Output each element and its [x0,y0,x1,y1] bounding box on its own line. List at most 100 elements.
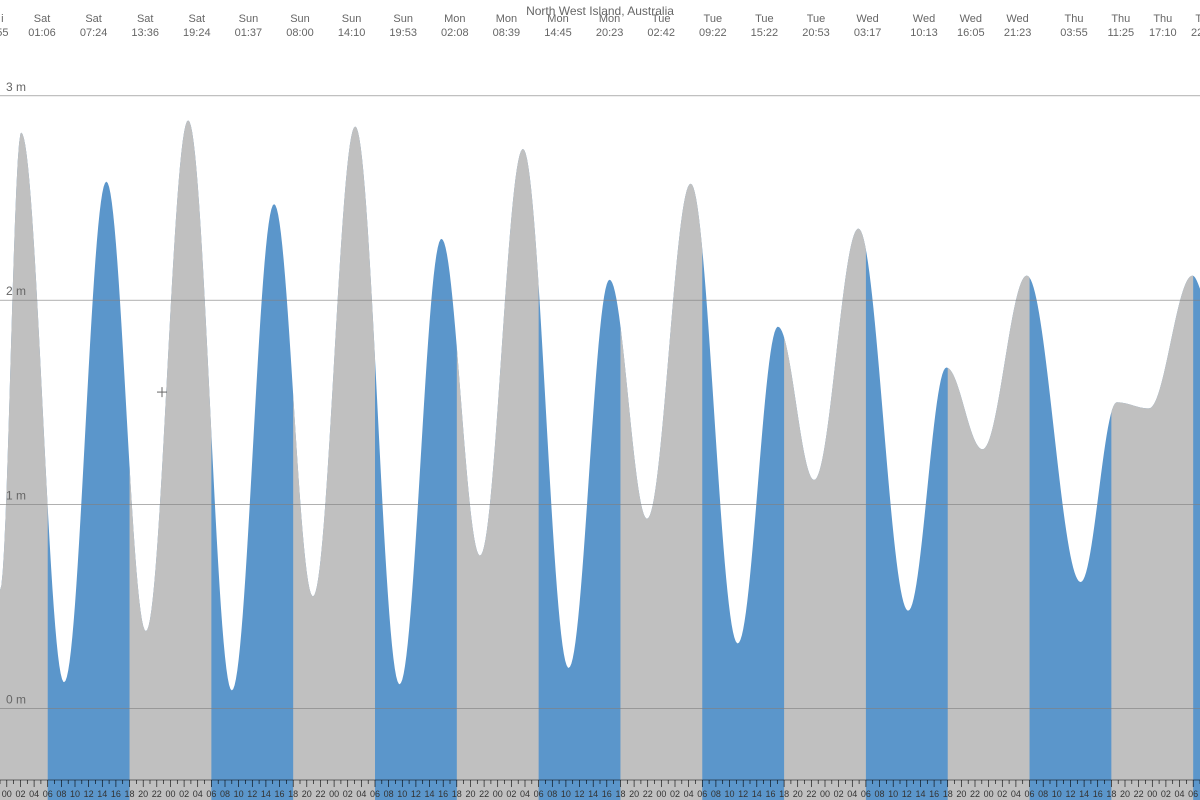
svg-text:12: 12 [411,789,421,799]
svg-text:10: 10 [70,789,80,799]
svg-text:20: 20 [1120,789,1130,799]
svg-text:1 m: 1 m [6,488,26,502]
svg-text:22: 22 [1134,789,1144,799]
svg-text:20: 20 [302,789,312,799]
svg-text:22: 22 [315,789,325,799]
svg-text:10: 10 [397,789,407,799]
svg-text:04: 04 [193,789,203,799]
svg-text:06: 06 [1025,789,1035,799]
svg-text:22: 22 [643,789,653,799]
svg-text:16: 16 [111,789,121,799]
svg-text:2 m: 2 m [6,284,26,298]
svg-text:18: 18 [615,789,625,799]
svg-text:14: 14 [752,789,762,799]
svg-text:08: 08 [1038,789,1048,799]
svg-text:00: 00 [329,789,339,799]
svg-text:10: 10 [1052,789,1062,799]
svg-text:14: 14 [97,789,107,799]
svg-text:14: 14 [1079,789,1089,799]
svg-text:08: 08 [56,789,66,799]
svg-text:00: 00 [984,789,994,799]
tide-chart: North West Island, Australia 0 m1 m2 m3 … [0,0,1200,800]
svg-text:00: 00 [820,789,830,799]
svg-text:06: 06 [697,789,707,799]
svg-text:10:13: 10:13 [910,27,938,39]
svg-text:02: 02 [506,789,516,799]
svg-text:02: 02 [15,789,25,799]
svg-text:02: 02 [997,789,1007,799]
svg-text:02: 02 [343,789,353,799]
svg-text:02: 02 [670,789,680,799]
svg-text:12: 12 [738,789,748,799]
svg-text:18: 18 [125,789,135,799]
chart-title: North West Island, Australia [0,4,1200,18]
svg-text:55: 55 [0,27,9,39]
svg-text:14: 14 [261,789,271,799]
svg-text:18: 18 [452,789,462,799]
svg-text:3 m: 3 m [6,80,26,94]
svg-text:09:22: 09:22 [699,27,727,39]
svg-text:04: 04 [847,789,857,799]
svg-text:13:36: 13:36 [131,27,159,39]
chart-svg: 0 m1 m2 m3 m0002040608101214161820220002… [0,0,1200,800]
svg-text:06: 06 [206,789,216,799]
svg-text:00: 00 [656,789,666,799]
svg-text:20: 20 [793,789,803,799]
svg-text:06: 06 [534,789,544,799]
svg-text:10: 10 [888,789,898,799]
svg-text:00: 00 [2,789,12,799]
svg-text:01:37: 01:37 [235,27,263,39]
svg-text:02: 02 [834,789,844,799]
svg-text:10: 10 [234,789,244,799]
svg-text:08:00: 08:00 [286,27,314,39]
svg-text:04: 04 [356,789,366,799]
svg-text:19:53: 19:53 [389,27,417,39]
svg-text:04: 04 [520,789,530,799]
svg-text:20: 20 [138,789,148,799]
svg-text:20:23: 20:23 [596,27,624,39]
svg-text:07:24: 07:24 [80,27,108,39]
svg-text:02: 02 [179,789,189,799]
svg-text:04: 04 [684,789,694,799]
svg-text:08:39: 08:39 [493,27,521,39]
svg-text:14: 14 [588,789,598,799]
svg-text:20:53: 20:53 [802,27,830,39]
svg-text:06: 06 [370,789,380,799]
svg-text:20: 20 [465,789,475,799]
svg-text:18: 18 [1106,789,1116,799]
svg-text:10: 10 [561,789,571,799]
svg-text:14: 14 [915,789,925,799]
svg-text:22: 22 [479,789,489,799]
svg-text:14:45: 14:45 [544,27,572,39]
svg-text:18: 18 [779,789,789,799]
svg-text:04: 04 [1175,789,1185,799]
svg-text:02:08: 02:08 [441,27,469,39]
svg-text:11:25: 11:25 [1107,27,1134,39]
svg-text:0 m: 0 m [6,693,26,707]
svg-text:16: 16 [1093,789,1103,799]
svg-text:00: 00 [493,789,503,799]
svg-text:08: 08 [384,789,394,799]
svg-text:21:23: 21:23 [1004,27,1032,39]
svg-text:04: 04 [29,789,39,799]
svg-text:12: 12 [1065,789,1075,799]
svg-text:03:17: 03:17 [854,27,882,39]
svg-text:17:10: 17:10 [1149,27,1177,39]
svg-text:14: 14 [425,789,435,799]
svg-text:18: 18 [288,789,298,799]
svg-text:03:55: 03:55 [1060,27,1088,39]
svg-text:14:10: 14:10 [338,27,366,39]
svg-text:16: 16 [275,789,285,799]
svg-text:16:05: 16:05 [957,27,985,39]
svg-text:12: 12 [84,789,94,799]
svg-text:08: 08 [220,789,230,799]
svg-text:12: 12 [575,789,585,799]
svg-text:20: 20 [956,789,966,799]
svg-text:20: 20 [629,789,639,799]
svg-text:10: 10 [725,789,735,799]
svg-text:16: 16 [765,789,775,799]
svg-text:22: 22 [152,789,162,799]
svg-text:08: 08 [711,789,721,799]
svg-text:02: 02 [1161,789,1171,799]
svg-text:00: 00 [1147,789,1157,799]
